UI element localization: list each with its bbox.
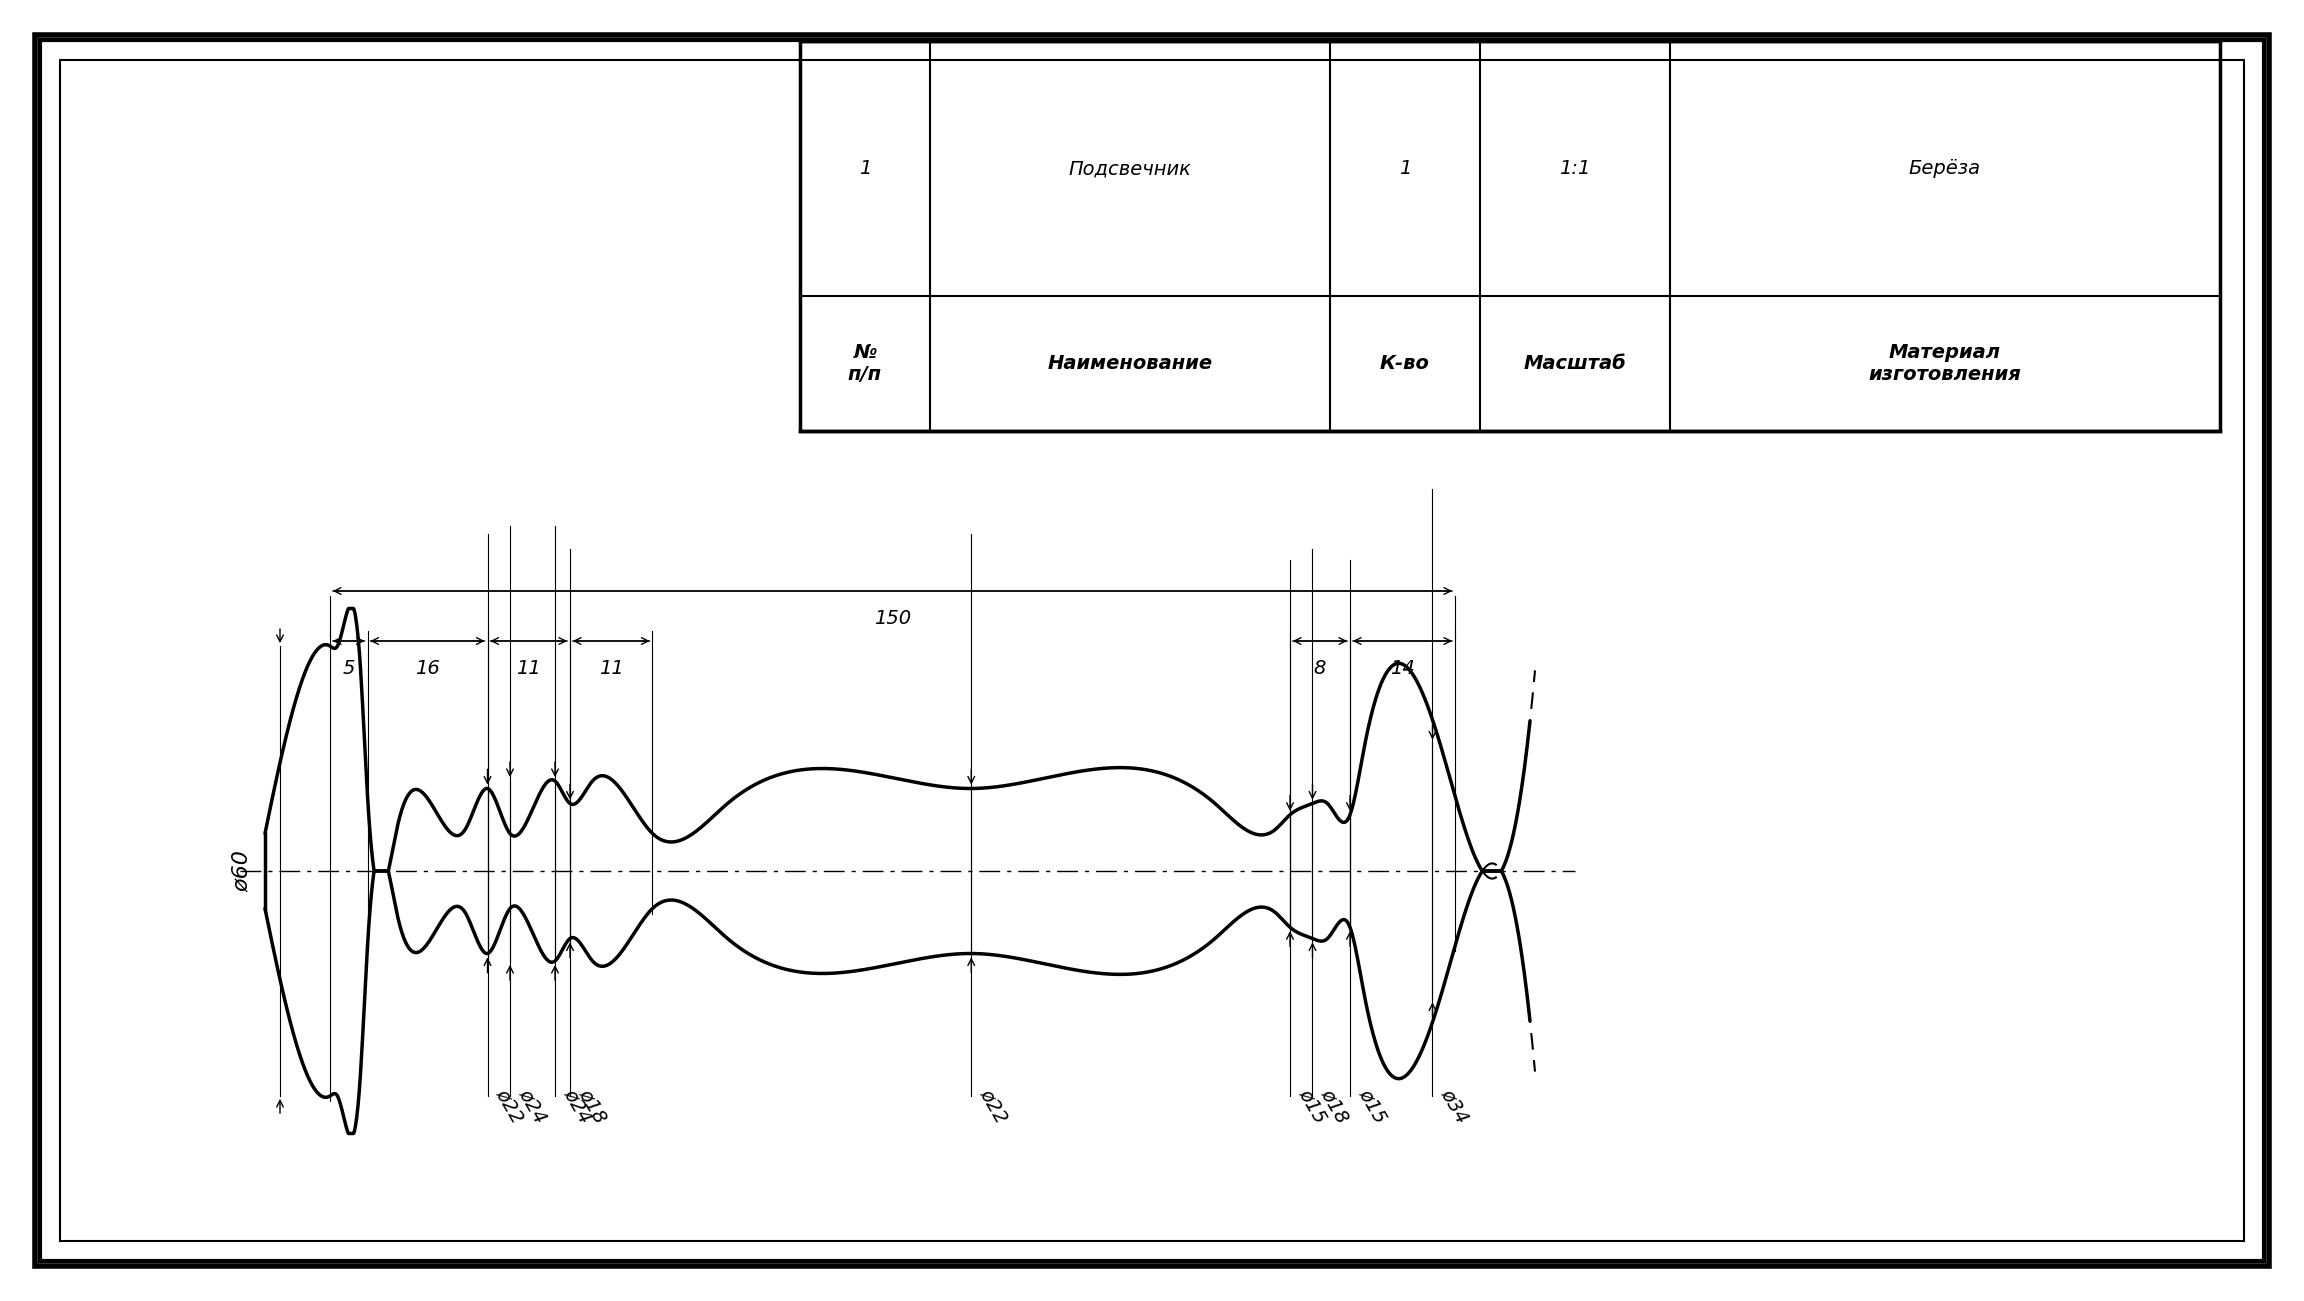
- Text: Масштаб: Масштаб: [1523, 354, 1627, 373]
- Text: 14: 14: [1389, 660, 1415, 678]
- Text: 1: 1: [859, 159, 871, 178]
- Text: ø15: ø15: [1295, 1085, 1329, 1125]
- Text: ø18: ø18: [1318, 1085, 1352, 1125]
- Text: 1: 1: [1399, 159, 1410, 178]
- Text: ø24: ø24: [560, 1085, 594, 1125]
- Text: 8: 8: [1313, 660, 1327, 678]
- Text: ø22: ø22: [977, 1085, 1011, 1125]
- Text: 1:1: 1:1: [1560, 159, 1590, 178]
- Text: 5: 5: [343, 660, 355, 678]
- Text: №
п/п: № п/п: [848, 343, 882, 384]
- Text: К-во: К-во: [1380, 354, 1431, 373]
- Text: 11: 11: [516, 660, 541, 678]
- Text: 150: 150: [873, 609, 910, 628]
- Text: 11: 11: [599, 660, 624, 678]
- Text: ø34: ø34: [1438, 1085, 1472, 1125]
- Text: Подсвечник: Подсвечник: [1069, 159, 1191, 178]
- Text: Наименование: Наименование: [1048, 354, 1212, 373]
- Text: ø15: ø15: [1355, 1085, 1389, 1125]
- Bar: [799, 42, 2221, 431]
- Text: ø18: ø18: [576, 1085, 611, 1125]
- Text: Материал
изготовления: Материал изготовления: [1869, 343, 2021, 384]
- Text: Берёза: Берёза: [1910, 159, 1981, 178]
- Text: ø22: ø22: [493, 1085, 528, 1125]
- Text: ø60: ø60: [233, 850, 251, 892]
- Text: ø24: ø24: [516, 1085, 551, 1125]
- Text: 16: 16: [415, 660, 440, 678]
